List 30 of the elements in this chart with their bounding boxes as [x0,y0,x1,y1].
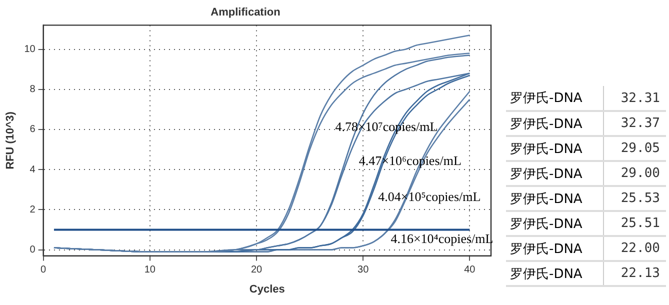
x-tick-label: 30 [358,264,370,276]
text: 32.31 [620,90,660,106]
y-tick-label: 8 [30,84,36,96]
category-label: 罗伊氏-DNA [506,136,604,161]
y-axis-title: RFU (10^3) [4,111,17,170]
y-tick-label: 4 [30,164,36,176]
chart-title: Amplification [210,6,281,19]
x-tick-label: 40 [464,264,476,276]
text: 32.37 [620,116,660,131]
text: 29.00 [620,166,660,181]
text: 29.05 [620,141,660,156]
category-label: 罗伊氏-DNA [506,161,604,186]
x-tick-label: 10 [144,264,156,276]
y-tick-label: 2 [30,204,36,216]
y-tick-label: 0 [30,244,36,256]
text: 22.13 [620,266,660,281]
x-axis-title: Cycles [249,283,285,296]
text: 25.51 [620,216,660,231]
category-label: 罗伊氏-DNA [506,86,604,111]
category-label: 罗伊氏-DNA [506,211,604,236]
y-tick-label: 6 [30,124,36,136]
category-label: 罗伊氏-DNA [506,186,604,211]
x-tick-label: 0 [40,264,47,276]
x-tick-label: 20 [250,264,262,276]
y-tick-label: 10 [24,44,36,56]
text: 22.00 [620,241,660,256]
text: 25.53 [620,191,660,206]
category-label: 罗伊氏-DNA [506,261,604,286]
category-label: 罗伊氏-DNA [506,236,604,261]
category-label: 罗伊氏-DNA [506,111,604,136]
